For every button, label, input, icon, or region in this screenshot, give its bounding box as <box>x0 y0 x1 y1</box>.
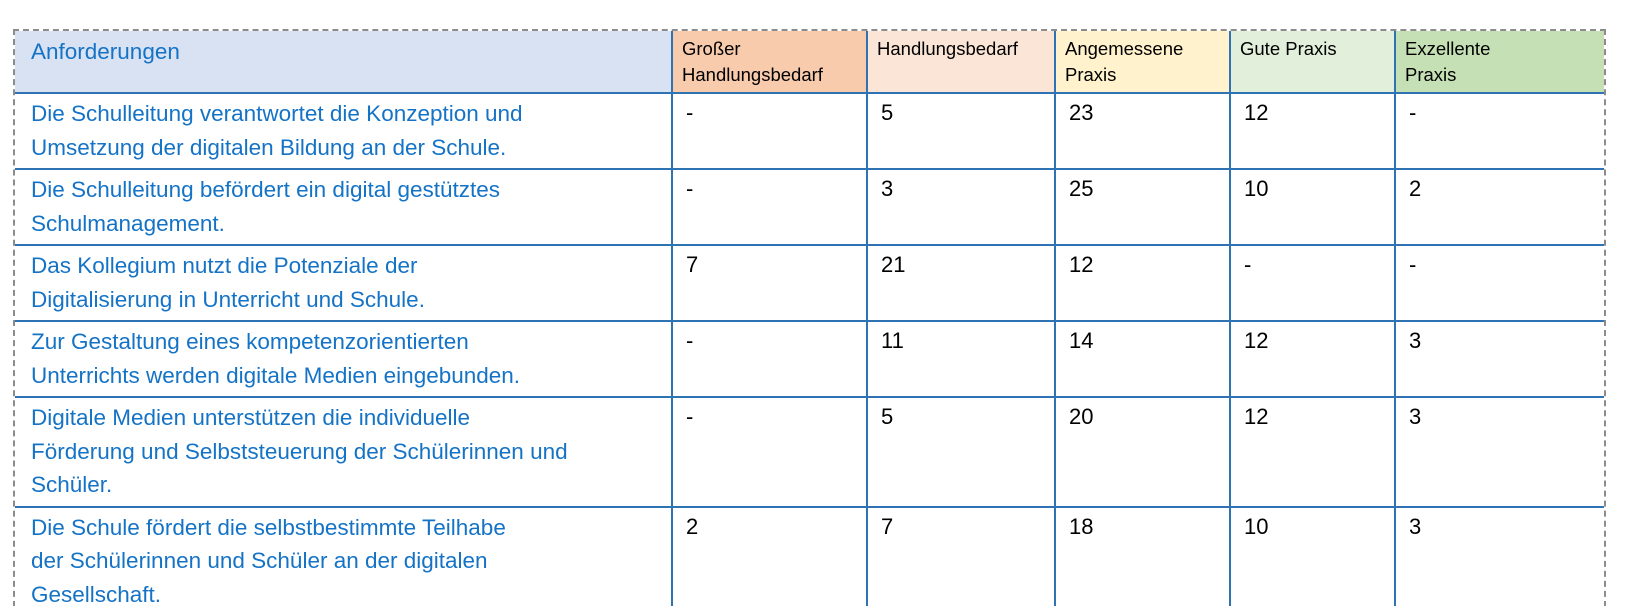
value-cell[interactable]: 11 <box>868 322 1056 398</box>
value-cell[interactable]: 12 <box>1231 398 1396 508</box>
value-cell[interactable]: 5 <box>868 94 1056 170</box>
value-cell[interactable]: 10 <box>1231 170 1396 246</box>
table-row: Das Kollegium nutzt die Potenziale der D… <box>15 246 1604 322</box>
value-cell[interactable]: 12 <box>1056 246 1231 322</box>
requirement-cell[interactable]: Die Schulleitung befördert ein digital g… <box>15 170 673 246</box>
value-cell[interactable]: 3 <box>1396 398 1604 508</box>
table-row: Die Schulleitung befördert ein digital g… <box>15 170 1604 246</box>
requirement-cell[interactable]: Zur Gestaltung eines kompetenzorientiert… <box>15 322 673 398</box>
value-cell[interactable]: 2 <box>673 507 868 606</box>
value-cell[interactable]: 20 <box>1056 398 1231 508</box>
table-row: Die Schulleitung verantwortet die Konzep… <box>15 94 1604 170</box>
column-header-angemessene-praxis[interactable]: Angemessene Praxis <box>1056 31 1231 94</box>
value-cell[interactable]: 5 <box>868 398 1056 508</box>
column-header-exzellente-praxis[interactable]: Exzellente Praxis <box>1396 31 1604 94</box>
value-cell[interactable]: 7 <box>868 507 1056 606</box>
value-cell[interactable]: 7 <box>673 246 868 322</box>
value-cell[interactable]: - <box>673 398 868 508</box>
value-cell[interactable]: - <box>1231 246 1396 322</box>
value-cell[interactable]: 18 <box>1056 507 1231 606</box>
value-cell[interactable]: 14 <box>1056 322 1231 398</box>
requirement-cell[interactable]: Das Kollegium nutzt die Potenziale der D… <box>15 246 673 322</box>
column-header-anforderungen[interactable]: Anforderungen <box>15 31 673 94</box>
value-cell[interactable]: - <box>1396 246 1604 322</box>
value-cell[interactable]: 3 <box>1409 513 1422 539</box>
value-cell[interactable]: - <box>673 322 868 398</box>
table-frame: Anforderungen Großer Handlungsbedarf Han… <box>13 29 1606 606</box>
table-row: Digitale Medien unterstützen die individ… <box>15 398 1604 508</box>
value-cell[interactable]: 3 <box>1396 322 1604 398</box>
column-header-handlungsbedarf[interactable]: Handlungsbedarf <box>868 31 1056 94</box>
header-row: Anforderungen Großer Handlungsbedarf Han… <box>15 31 1604 94</box>
table-row: Zur Gestaltung eines kompetenzorientiert… <box>15 322 1604 398</box>
value-cell[interactable]: - <box>673 170 868 246</box>
value-cell[interactable]: 12 <box>1231 94 1396 170</box>
value-cell[interactable]: - <box>1396 94 1604 170</box>
value-cell[interactable]: 12 <box>1231 322 1396 398</box>
requirements-results-table: Anforderungen Großer Handlungsbedarf Han… <box>15 31 1604 606</box>
value-cell[interactable]: 3 <box>868 170 1056 246</box>
column-header-gute-praxis[interactable]: Gute Praxis <box>1231 31 1396 94</box>
value-cell[interactable]: 2 <box>1396 170 1604 246</box>
table-row: Die Schule fördert die selbstbestimmte T… <box>15 507 1604 606</box>
requirement-cell[interactable]: Die Schulleitung verantwortet die Konzep… <box>15 94 673 170</box>
column-header-grosser-handlungsbedarf[interactable]: Großer Handlungsbedarf <box>673 31 868 94</box>
value-cell[interactable]: 21 <box>868 246 1056 322</box>
value-cell[interactable]: 25 <box>1056 170 1231 246</box>
value-cell[interactable]: 10 <box>1231 507 1396 606</box>
value-cell[interactable]: 23 <box>1056 94 1231 170</box>
value-cell[interactable]: - <box>673 94 868 170</box>
requirement-cell[interactable]: Die Schule fördert die selbstbestimmte T… <box>15 507 673 606</box>
requirement-cell[interactable]: Digitale Medien unterstützen die individ… <box>15 398 673 508</box>
